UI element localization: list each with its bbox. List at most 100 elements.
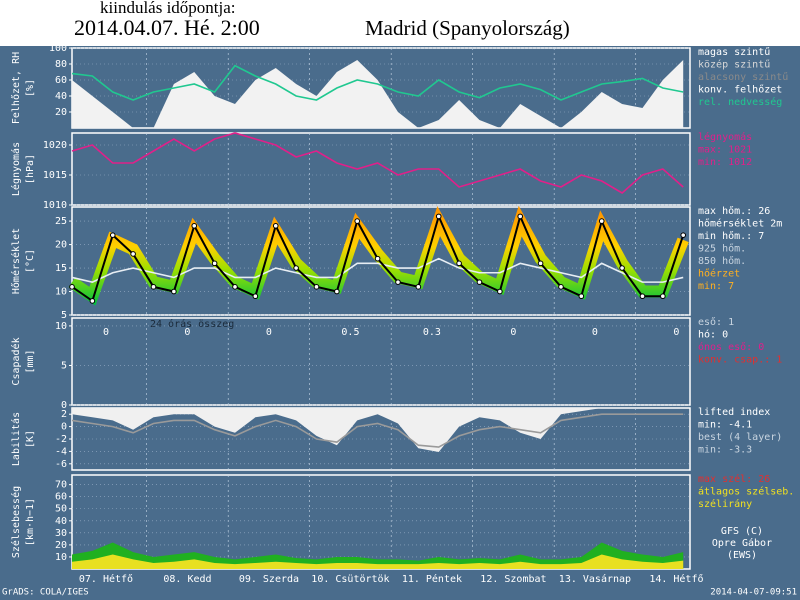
line — [71, 64, 684, 101]
legend-entry: konv. csap.: 1 — [698, 355, 782, 366]
point — [109, 232, 116, 238]
y-tick-label: 10 — [55, 287, 67, 298]
legend-entry: min: 7 — [698, 281, 734, 292]
legend-entry: hó: 0 — [698, 329, 728, 341]
point — [680, 232, 687, 238]
y-tick-label: 60 — [55, 75, 67, 86]
legend-entry: átlagos szélseb. — [698, 486, 794, 498]
point — [497, 288, 503, 295]
header-place: Madrid (Spanyolország) — [365, 16, 570, 40]
y-axis-label: [km·h−1] — [25, 498, 36, 546]
y-tick-label: 15 — [55, 263, 67, 274]
legend-entry: ónos eső: 0 — [698, 341, 764, 353]
y-axis-label: Felhőzet, RH — [10, 52, 22, 124]
point — [191, 222, 198, 229]
legend-entry: konv. felhőzet — [698, 84, 782, 96]
legend-entry: min hőm.: 7 — [698, 230, 764, 242]
y-tick-label: 100 — [49, 43, 67, 54]
y-tick-label: 40 — [55, 516, 67, 527]
point — [334, 288, 340, 295]
point — [69, 284, 75, 290]
point — [456, 260, 462, 267]
temp-band — [68, 205, 689, 306]
legend-entry: hőérzet — [698, 268, 740, 280]
point — [252, 293, 259, 300]
point — [598, 218, 605, 224]
point — [578, 293, 585, 300]
daily-total: 0 — [673, 327, 679, 338]
legend-entry: min: 1012 — [698, 157, 752, 168]
day-label: 10. Csütörtök — [311, 574, 389, 585]
y-tick-label: -6 — [55, 459, 67, 470]
legend-entry: közép szintű — [698, 59, 770, 71]
line — [71, 132, 684, 194]
y-tick-label: 70 — [55, 480, 67, 491]
y-axis-label: [hPa] — [25, 154, 36, 184]
y-tick-label: 80 — [55, 59, 67, 70]
y-tick-label: 5 — [61, 310, 67, 321]
note: 24 órás összeg — [150, 318, 234, 330]
line — [71, 413, 684, 448]
y-tick-label: 5 — [61, 360, 67, 371]
panel — [71, 317, 691, 406]
y-tick-label: 50 — [55, 504, 67, 515]
point — [660, 293, 666, 300]
day-label: 13. Vasárnap — [559, 573, 631, 585]
point — [476, 279, 483, 285]
y-axis-label: [%] — [25, 79, 36, 97]
point — [89, 298, 96, 304]
daily-total: 0.5 — [341, 327, 359, 338]
point — [517, 213, 524, 220]
credit: GFS (C) — [721, 526, 763, 537]
area — [72, 542, 684, 569]
line — [71, 257, 684, 283]
point — [293, 265, 299, 271]
area — [72, 554, 684, 569]
day-label: 07. Hétfő — [79, 573, 133, 585]
y-axis-label: Csapadék — [10, 337, 22, 385]
legend-entry: légnyomás — [698, 131, 752, 143]
legend-entry: min: -3.3 — [698, 445, 752, 456]
daily-total: 0 — [266, 327, 272, 338]
y-tick-label: 25 — [55, 216, 67, 227]
point — [313, 284, 320, 290]
point — [150, 284, 157, 290]
y-tick-label: 20 — [55, 240, 67, 251]
legend-entry: 850 hőm. — [698, 255, 746, 267]
y-tick-label: -2 — [55, 434, 67, 445]
footer-left: GrADS: COLA/IGES — [2, 588, 89, 598]
point — [558, 284, 564, 290]
daily-total: 0 — [103, 327, 109, 338]
credit: (EWS) — [727, 550, 757, 561]
y-tick-label: 10 — [55, 552, 67, 563]
point — [232, 284, 238, 290]
header-label: kiindulás időpontja: — [100, 0, 236, 17]
point — [272, 222, 279, 229]
y-tick-label: 60 — [55, 492, 67, 503]
legend-entry: szélirány — [698, 498, 752, 510]
y-tick-label: 0 — [61, 422, 67, 433]
legend-entry: alacsony szintű — [698, 71, 788, 83]
header-date: 2014.04.07. Hé. 2:00 — [74, 15, 260, 40]
legend-entry: lifted index — [698, 407, 770, 418]
area — [72, 408, 684, 453]
legend-entry: min: -4.1 — [698, 420, 752, 431]
footer-right: 2014-04-07-09:51 — [710, 588, 797, 598]
y-axis-label: Légnyomás — [10, 142, 22, 196]
point — [619, 265, 625, 271]
legend-entry: max: 1021 — [698, 145, 752, 156]
daily-total: 0 — [510, 327, 516, 338]
y-tick-label: 1010 — [43, 200, 67, 211]
legend-entry: max szél: 26 — [698, 473, 770, 485]
point — [435, 213, 442, 220]
day-label: 12. Szombat — [480, 574, 546, 585]
point — [130, 251, 136, 257]
y-axis-label: Szélsebesség — [10, 486, 22, 558]
legend-entry: magas szintű — [698, 46, 770, 58]
daily-total: 0 — [184, 327, 190, 338]
y-axis-label: [mm] — [25, 349, 36, 373]
point — [211, 260, 218, 267]
legend-entry: max hőm.: 26 — [698, 205, 770, 217]
